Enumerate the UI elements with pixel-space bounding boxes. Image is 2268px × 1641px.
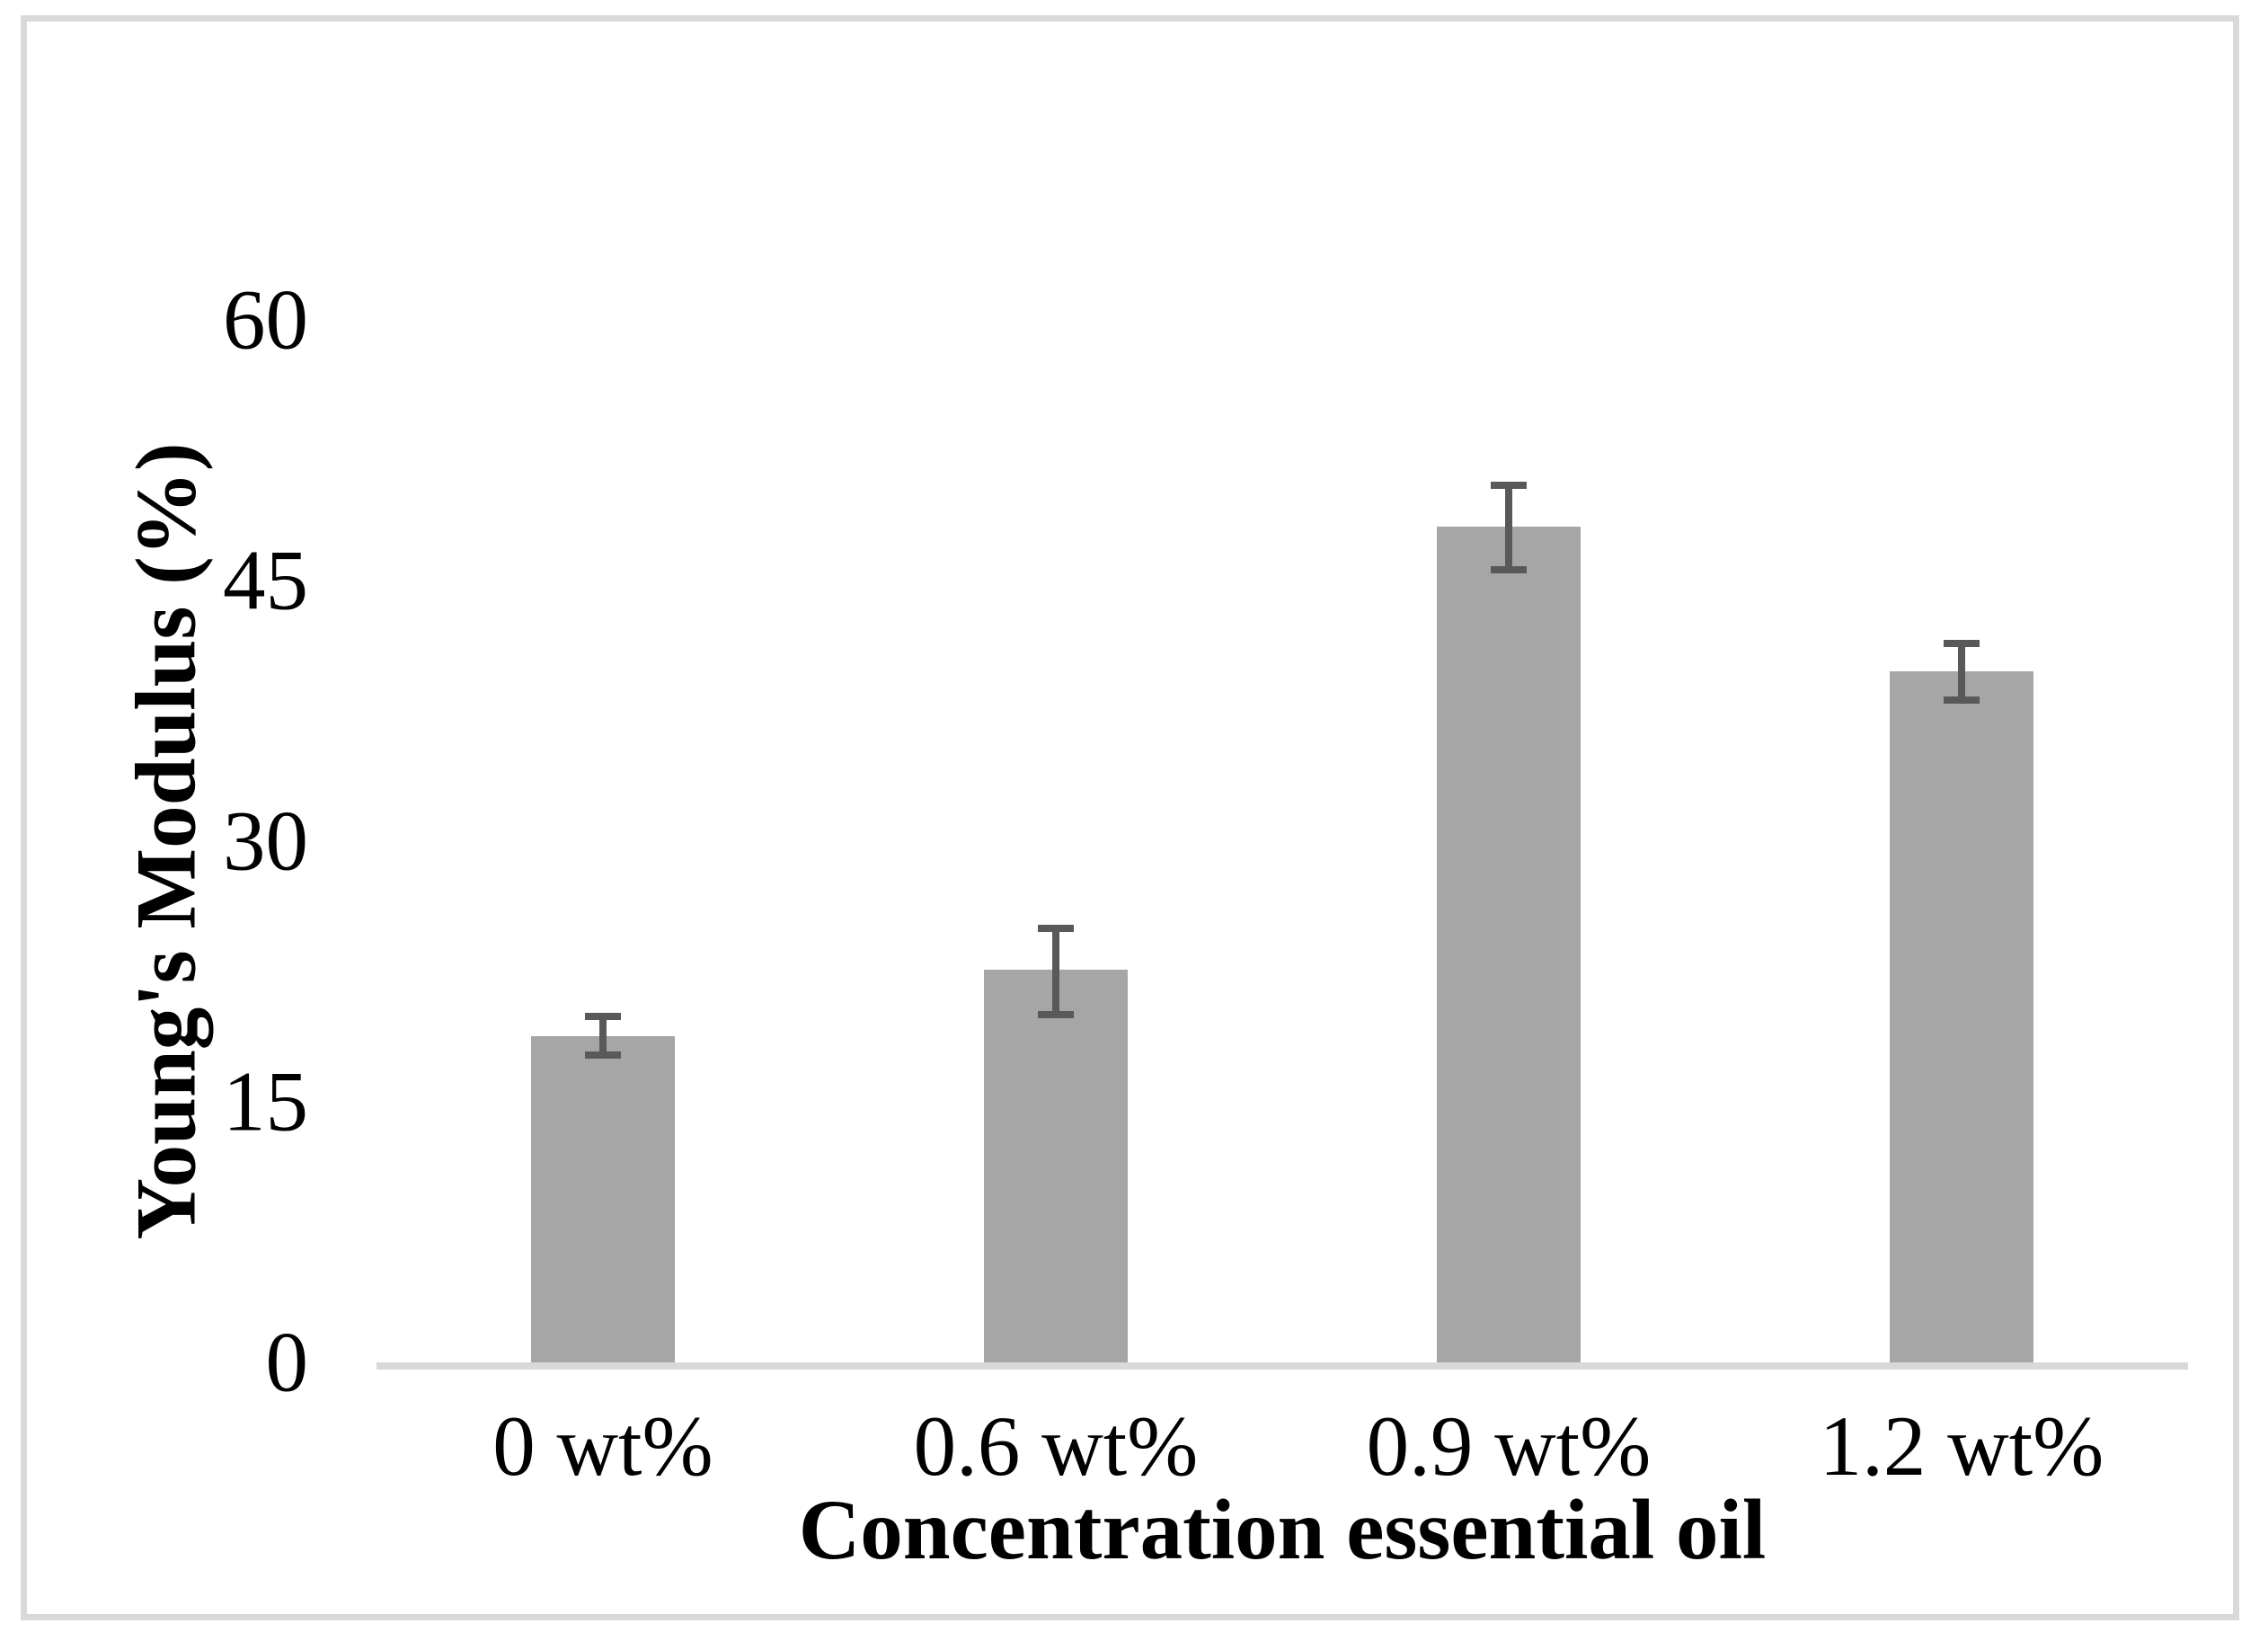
bar: [1437, 527, 1581, 1362]
y-tick-label: 60: [223, 271, 308, 368]
y-tick-label: 0: [265, 1314, 309, 1410]
x-axis-line: [377, 1362, 2188, 1370]
error-bar-bottom-cap: [1491, 566, 1527, 574]
error-bar-bottom-cap: [1944, 696, 1980, 705]
x-axis-title: Concentration essential oil: [798, 1482, 1767, 1577]
bar: [1890, 670, 2033, 1362]
bar: [531, 1035, 675, 1362]
error-bar-line: [1958, 639, 1965, 705]
error-bar-line: [1052, 924, 1059, 1019]
error-bar-bottom-cap: [1038, 1011, 1074, 1019]
error-bar-line: [599, 1013, 607, 1059]
y-tick-label: 45: [223, 532, 308, 628]
x-category-label: 1.2 wt%: [1819, 1398, 2104, 1494]
error-bar-bottom-cap: [585, 1051, 621, 1059]
x-category-label: 0.9 wt%: [1366, 1398, 1652, 1494]
x-category-label: 0.6 wt%: [913, 1398, 1199, 1494]
figure-border: [21, 15, 2239, 1620]
y-tick-label: 15: [223, 1053, 308, 1149]
error-bar-top-cap: [585, 1013, 621, 1021]
bar: [984, 970, 1128, 1362]
error-bar-line: [1505, 481, 1512, 574]
error-bar-top-cap: [1038, 924, 1074, 932]
error-bar-top-cap: [1491, 481, 1527, 489]
y-tick-label: 30: [223, 793, 308, 889]
x-category-label: 0 wt%: [492, 1398, 713, 1494]
error-bar-top-cap: [1944, 639, 1980, 647]
